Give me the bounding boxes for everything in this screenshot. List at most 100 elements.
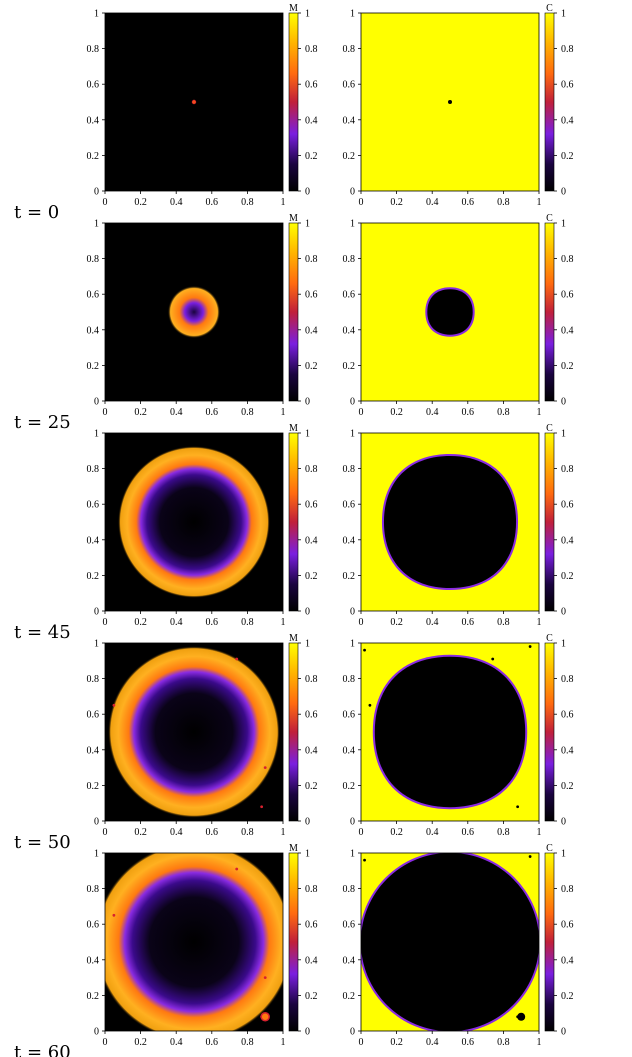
x-tick-label: 0.2 [390,827,403,838]
heatmap-field [361,853,539,1031]
y-tick-label: 0.2 [343,361,356,372]
colorbar-tick-label: 0.2 [561,991,574,1002]
y-tick-label: 0.6 [343,920,356,931]
x-tick-label: 0.8 [497,407,510,418]
y-tick-label: 0.4 [87,745,100,756]
y-tick-label: 0.2 [87,781,100,792]
heatmap-field [105,643,283,821]
x-tick-label: 0.8 [241,1037,254,1048]
x-tick-label: 1 [537,827,542,838]
colorbar-tick-label: 0.4 [305,115,318,126]
heatmap-speck [112,913,116,917]
colorbar-tick-label: 0 [561,1027,566,1038]
colorbar-tick-label: 0.2 [305,151,318,162]
y-tick-label: 0 [94,1027,99,1038]
colorbar [544,642,555,822]
y-tick-label: 0.6 [343,290,356,301]
plot-frame [104,852,284,1032]
heatmap-speck [491,867,495,871]
colorbar-tick-label: 0.4 [305,325,318,336]
figure-row: 000.20.20.40.40.60.60.80.811 M00.20.40.60… [14,843,574,1057]
colorbar-label: C [546,633,553,644]
plot-frame [360,432,540,612]
y-tick-label: 1 [94,9,99,20]
colorbar-tick-label: 0.6 [561,920,574,931]
y-tick-label: 0.2 [87,151,100,162]
x-tick-label: 1 [537,617,542,628]
colorbar-tick-label: 1 [305,9,310,20]
x-tick-label: 0.4 [426,827,439,838]
x-tick-label: 0.8 [497,1037,510,1048]
heatmap-field [361,643,539,821]
panel-c: 000.20.20.40.40.60.60.80.811 C00.20.40.60… [343,423,574,628]
heatmap-speck [368,703,372,707]
y-tick-label: 0.8 [343,464,356,475]
x-tick-label: 0.2 [134,617,147,628]
colorbar-tick-label: 0.2 [561,151,574,162]
colorbar-tick-label: 0.6 [305,500,318,511]
panel-m: 000.20.20.40.40.60.60.80.811 M00.20.40.60… [87,423,318,628]
colorbar-tick-label: 1 [561,639,566,650]
colorbar-tick-label: 0.2 [561,781,574,792]
colorbar-tick-label: 1 [305,639,310,650]
x-tick-label: 0.6 [462,617,475,628]
y-tick-label: 0.8 [87,884,100,895]
colorbar-tick-label: 0.4 [561,325,574,336]
panel-c: 000.20.20.40.40.60.60.80.811 C00.20.40.60… [343,213,574,418]
y-tick-label: 1 [94,849,99,860]
y-tick-label: 1 [94,639,99,650]
y-tick-label: 0 [350,607,355,618]
x-tick-label: 0.4 [170,407,183,418]
y-tick-label: 0 [94,187,99,198]
colorbar-tick-label: 0.2 [561,571,574,582]
colorbar-tick-label: 0.4 [561,745,574,756]
x-tick-label: 0.6 [206,617,219,628]
colorbar-tick-label: 0.8 [561,884,574,895]
heatmap-seed [191,99,197,105]
colorbar-tick-label: 0.4 [305,955,318,966]
colorbar-tick-label: 0.8 [561,674,574,685]
heatmap-speck [263,976,267,979]
colorbar-tick-label: 0.8 [561,464,574,475]
colorbar-tick-label: 0.4 [561,955,574,966]
x-tick-label: 0.8 [241,407,254,418]
x-tick-label: 0.2 [134,1037,147,1048]
y-tick-label: 0.6 [343,710,356,721]
heatmap-speck [528,645,532,648]
colorbar [544,222,555,402]
time-label: t = 60 [14,1042,71,1057]
colorbar-tick-label: 0.6 [561,80,574,91]
plot-frame [360,222,540,402]
heatmap-seed [448,100,452,104]
colorbar [288,642,299,822]
x-tick-label: 0.2 [390,1037,403,1048]
y-tick-label: 0.2 [87,361,100,372]
x-tick-label: 0 [103,1037,108,1048]
x-tick-label: 0 [359,197,364,208]
colorbar-tick-label: 0.8 [305,44,318,55]
x-tick-label: 0.2 [134,407,147,418]
heatmap-speck [516,805,520,809]
heatmap-field [105,13,283,191]
colorbar-label: C [546,843,553,854]
y-tick-label: 0.6 [87,920,100,931]
x-tick-label: 0.6 [206,1037,219,1048]
y-tick-label: 0.8 [87,44,100,55]
heatmap-field [361,433,539,611]
plot-frame [360,852,540,1032]
y-tick-label: 0.4 [343,955,356,966]
y-tick-label: 1 [350,639,355,650]
x-tick-label: 0.8 [241,197,254,208]
colorbar-label: M [289,633,298,644]
x-tick-label: 0 [359,407,364,418]
y-tick-label: 0.6 [343,500,356,511]
plot-frame [104,222,284,402]
colorbar-tick-label: 0 [561,397,566,408]
y-tick-label: 0.4 [343,115,356,126]
colorbar-tick-label: 1 [305,429,310,440]
y-tick-label: 0.2 [87,991,100,1002]
panel-m: 000.20.20.40.40.60.60.80.811 M00.20.40.60… [87,843,318,1048]
y-tick-label: 0.4 [343,535,356,546]
heatmap-interior [361,853,539,1031]
colorbar-tick-label: 0 [305,1027,310,1038]
